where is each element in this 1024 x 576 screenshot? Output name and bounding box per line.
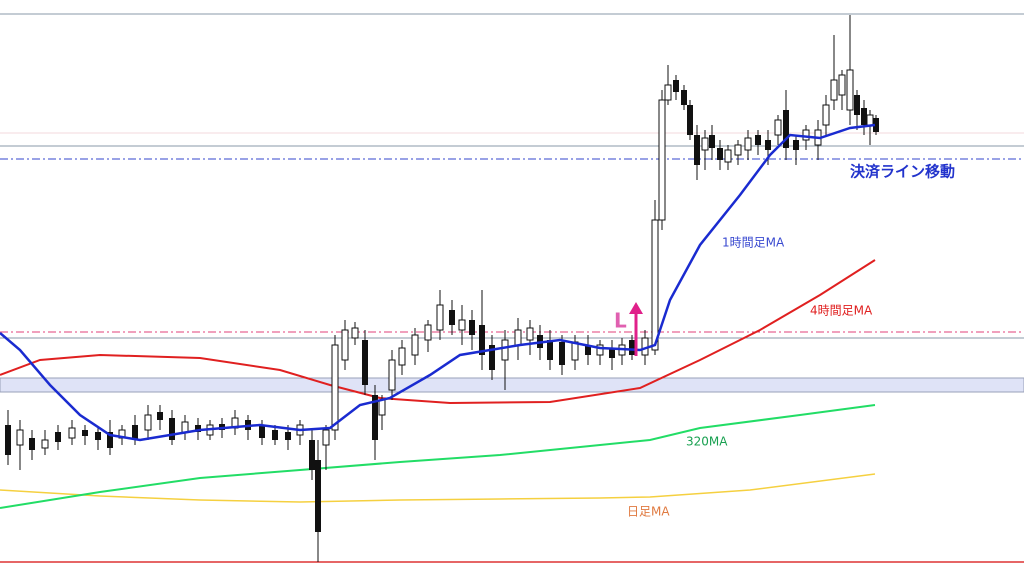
ma-1h-label: 1時間足MA: [722, 236, 785, 250]
ma-daily-label: 日足MA: [627, 505, 670, 519]
ma-4h-label: 4時間足MA: [810, 304, 873, 318]
exit-label: 決済ライン移動: [850, 163, 955, 181]
ma-4h: [0, 259, 876, 405]
entry-arrow-head: [629, 302, 643, 314]
ma-1h: [0, 123, 876, 442]
support-zone: [0, 377, 1024, 393]
entry-label: L: [614, 309, 627, 333]
ma-320-label: 320MA: [686, 435, 728, 449]
daily-ma: [0, 473, 876, 503]
ma-320: [0, 404, 876, 509]
candle-wicks: [7, 15, 877, 562]
bullish-bodies: [16, 69, 874, 449]
